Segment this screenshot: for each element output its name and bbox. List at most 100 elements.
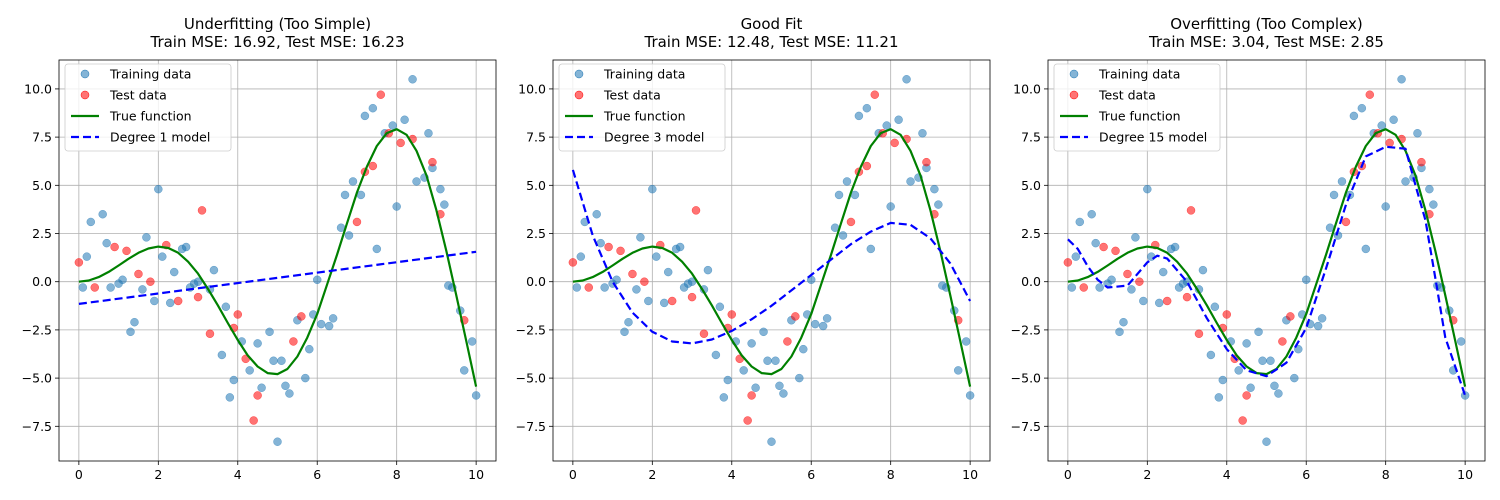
training-point [257,383,266,392]
x-tick-label: 0 [75,467,83,482]
training-point [1313,321,1323,331]
test-point [146,277,155,286]
x-tick-label: 2 [154,467,162,482]
training-point [273,437,282,446]
training-point [86,217,96,227]
training-point [158,252,167,261]
training-point [1206,350,1216,360]
test-point [1286,312,1295,321]
training-point [1095,283,1104,292]
training-point [719,393,729,402]
x-tick-label: 6 [807,467,815,482]
legend-marker-training [80,69,90,79]
training-point [763,356,772,365]
y-tick-label: 10.0 [1013,81,1041,96]
training-point [834,190,844,200]
training-point [953,366,963,375]
test-point [368,161,378,171]
test-point [1123,269,1132,279]
test-point [568,258,578,267]
test-point [1365,90,1375,99]
training-point [253,339,262,348]
training-point [775,381,784,391]
legend-label: True function [603,109,686,124]
training-point [739,366,748,375]
training-point [675,242,685,252]
training-point [751,383,760,392]
training-point [265,327,274,337]
training-point [1087,209,1096,219]
y-tick-label: −5.0 [516,371,546,386]
x-tick-label: 4 [728,467,736,482]
training-point [1158,267,1168,277]
model-line [571,169,972,345]
test-point [1162,296,1172,306]
training-point [648,184,657,194]
x-tick-label: 4 [234,467,242,482]
test-point [428,157,437,167]
y-tick-label: 5.0 [1021,178,1041,193]
training-point [360,111,370,121]
test-point [1341,217,1351,227]
training-point [862,103,872,113]
training-point [822,314,832,323]
training-point [842,177,852,186]
legend-label: Degree 15 model [1099,130,1207,145]
training-point [854,111,864,121]
training-point [82,252,92,261]
x-tick-label: 6 [1302,467,1310,482]
training-point [281,381,290,391]
test-point [205,329,215,339]
legend-label: Training data [109,67,191,82]
test-point [74,258,84,267]
legend-label: True function [1098,109,1181,124]
legend-marker-test [80,90,90,100]
test-point [743,416,752,425]
training-point [799,344,808,354]
training-point [1139,296,1148,306]
training-point [620,327,629,337]
test-point [1063,258,1073,267]
training-point [1242,339,1251,348]
legend-marker-training [574,69,584,79]
training-point [1456,337,1466,346]
x-tick-label: 8 [1382,467,1390,482]
legend-marker-test [1069,90,1079,100]
test-point [376,90,386,99]
test-point [783,337,792,346]
training-point [1377,121,1386,130]
training-point [1234,366,1243,375]
training-point [285,389,294,398]
training-point [130,317,139,327]
training-point [1198,265,1208,275]
test-point [193,292,203,302]
training-point [818,321,828,331]
x-tick-label: 10 [468,467,484,482]
training-point [209,265,219,275]
test-point [628,269,637,279]
legend-label: Test data [603,88,661,103]
x-tick-label: 2 [648,467,656,482]
training-point [1429,200,1438,209]
test-point [691,206,701,215]
training-point [225,393,235,402]
test-point [1385,138,1394,148]
training-point [301,373,310,383]
test-point [233,310,243,319]
training-point [1170,242,1180,252]
training-point [1270,381,1279,391]
training-point [388,121,397,130]
x-tick-label: 0 [1064,467,1072,482]
training-point [1218,375,1228,385]
training-point [138,285,147,294]
training-point [181,242,191,252]
training-point [277,356,286,365]
training-point [747,339,756,348]
test-point [297,312,306,321]
y-tick-label: 0.0 [32,274,52,289]
training-point [1357,103,1367,113]
plot-area [568,75,975,446]
training-point [906,177,915,186]
y-tick-label: −7.5 [516,419,546,434]
test-point [110,242,119,252]
